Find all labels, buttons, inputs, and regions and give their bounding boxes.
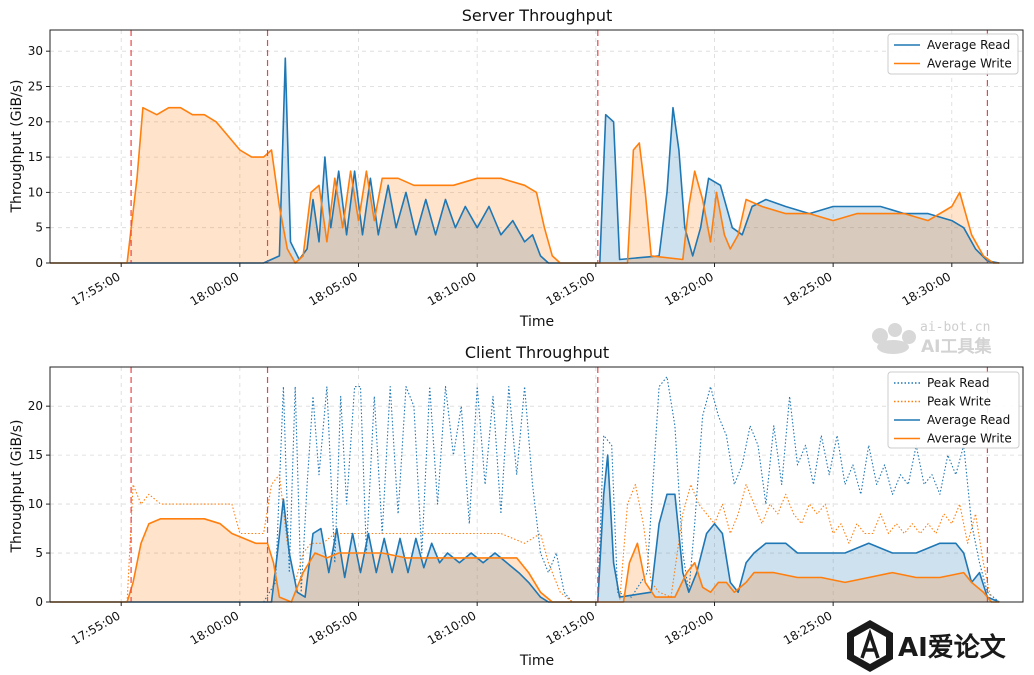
legend-box — [887, 371, 1020, 449]
legend-label: Peak Write — [927, 395, 991, 409]
legend-label: Average Read — [927, 38, 1010, 52]
series-area-average-write — [50, 518, 1000, 602]
legend-label: Peak Read — [927, 376, 989, 390]
y-tick-label: 25 — [28, 79, 43, 93]
series-fills — [50, 455, 1000, 602]
watermark-logo-text: AI爱论文 — [898, 632, 1007, 663]
y-tick-label: 5 — [35, 546, 43, 560]
y-tick-label: 30 — [28, 44, 43, 58]
watermark-url: ai-bot.cn — [920, 320, 990, 335]
series-line-average-write — [50, 106, 1000, 264]
y-tick-label: 15 — [28, 448, 43, 462]
chart-title: Server Throughput — [462, 6, 613, 25]
y-tick-label: 10 — [28, 497, 43, 511]
x-axis-label: Time — [519, 314, 554, 330]
legend-label: Average Write — [927, 432, 1012, 446]
event-lines — [130, 30, 989, 263]
plot-frame — [49, 29, 1024, 264]
y-tick-label: 15 — [28, 150, 43, 164]
legend-box — [887, 33, 1019, 75]
ai-logo-icon — [847, 620, 893, 672]
y-tick-label: 10 — [28, 185, 43, 199]
y-ticks: 0 5 10 15 20 — [28, 399, 50, 609]
y-tick-label: 5 — [35, 221, 43, 235]
y-tick-label: 0 — [35, 595, 43, 609]
watermark-bottom: AI爱论文 — [847, 620, 1007, 672]
y-ticks: 0 5 10 15 20 25 30 — [28, 44, 50, 270]
watermark-brand: AI工具集 — [921, 336, 992, 357]
chart-title: Client Throughput — [465, 343, 609, 362]
x-axis-label: Time — [519, 653, 554, 669]
y-tick-label: 20 — [28, 399, 43, 413]
series-area-average-read — [50, 58, 1000, 264]
y-tick-label: 0 — [35, 256, 43, 270]
series-line-average-read — [50, 57, 1000, 264]
series-line-peak-read — [50, 376, 1000, 603]
event-lines — [130, 367, 989, 602]
series-line-average-write — [50, 518, 1000, 603]
series-lines — [50, 57, 1000, 264]
y-tick-label: 20 — [28, 115, 43, 129]
plot-frame — [49, 366, 1024, 603]
watermark-top: ai-bot.cn AI工具集 — [872, 320, 992, 357]
y-axis-label: Throughput (GiB/s) — [9, 419, 25, 553]
server-chart: Server Throughput Throughput (GiB/s) Tim… — [9, 6, 1024, 330]
legend-label: Average Write — [927, 57, 1012, 71]
paw-logo-icon — [872, 323, 916, 354]
legend: Average Read Average Write — [887, 33, 1019, 75]
legend-label: Average Read — [927, 413, 1010, 427]
series-area-average-read — [50, 455, 1000, 602]
y-axis-label: Throughput (GiB/s) — [9, 79, 25, 213]
legend: Peak Read Peak Write Average Read Average W… — [887, 371, 1020, 449]
